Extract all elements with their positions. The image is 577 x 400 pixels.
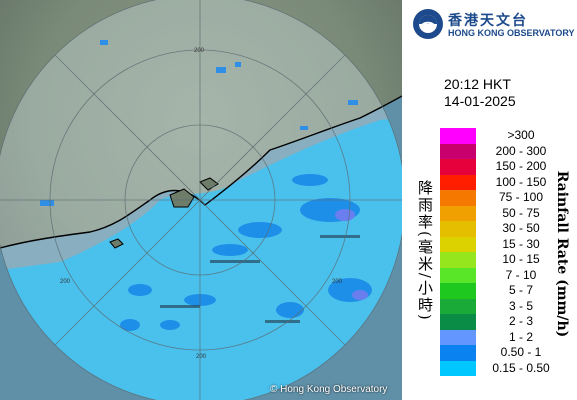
legend-label: 3 - 5 (508, 298, 533, 313)
legend-item: 0.15 - 0.50 (440, 360, 565, 376)
range-labels: 200 200 200 200 (60, 48, 343, 360)
observatory-logo: 香港天文台 HONG KONG OBSERVATORY (412, 8, 575, 42)
rainfall-legend: >300 200 - 300 150 - 200 100 - 150 75 - 100 5… (440, 128, 565, 376)
legend-label: 2 - 3 (508, 314, 533, 328)
legend-panel: 香港天文台 HONG KONG OBSERVATORY 20:12 HKT 14… (402, 0, 577, 400)
legend-item: 2 - 3 (440, 314, 565, 330)
legend-item: 200 - 300 (440, 143, 565, 159)
legend-swatch (440, 267, 476, 283)
legend-item: 15 - 30 (440, 236, 565, 252)
org-name-zh: 香港天文台 (448, 12, 528, 28)
range-rings (0, 0, 402, 400)
legend-item: 0.50 - 1 (440, 345, 565, 361)
range-label-top: 200 (194, 48, 205, 54)
radar-date: 14-01-2025 (444, 93, 516, 109)
legend-item: 3 - 5 (440, 298, 565, 314)
legend-swatch (440, 252, 476, 268)
legend-label: 0.50 - 1 (500, 345, 542, 359)
legend-swatch (440, 190, 476, 206)
org-name-en: HONG KONG OBSERVATORY (448, 28, 575, 38)
legend-swatch (440, 128, 476, 144)
legend-title-zh: 降雨率(毫米/小時) (416, 180, 434, 322)
radar-map: 200 200 200 200 © Hong Kong Observatory (0, 0, 402, 400)
radar-time: 20:12 HKT (444, 76, 511, 92)
legend-item: 7 - 10 (440, 267, 565, 283)
legend-item: >300 (440, 128, 565, 144)
legend-label: 15 - 30 (502, 236, 540, 251)
legend-item: 10 - 15 (440, 252, 565, 268)
legend-swatch (440, 345, 476, 361)
legend-swatch (440, 360, 476, 376)
range-label-left: 200 (60, 279, 71, 285)
legend-swatch (440, 298, 476, 314)
legend-swatch (440, 174, 476, 190)
legend-label: >300 (507, 128, 535, 142)
legend-label: 5 - 7 (508, 283, 533, 297)
legend-label: 1 - 2 (508, 329, 533, 344)
legend-swatch (440, 221, 476, 237)
legend-label: 0.15 - 0.50 (492, 360, 550, 375)
legend-swatch (440, 205, 476, 221)
legend-swatch (440, 143, 476, 159)
legend-label: 100 - 150 (495, 174, 547, 189)
legend-item: 30 - 50 (440, 221, 565, 237)
legend-item: 100 - 150 (440, 174, 565, 190)
legend-item: 75 - 100 (440, 190, 565, 206)
legend-item: 1 - 2 (440, 329, 565, 345)
legend-label: 50 - 75 (502, 205, 540, 220)
legend-swatch (440, 159, 476, 175)
land-rain-echoes (40, 40, 358, 206)
legend-swatch (440, 283, 476, 299)
radar-map-graphics: 200 200 200 200 (0, 0, 402, 400)
observatory-emblem-icon (413, 9, 443, 39)
legend-swatch (440, 329, 476, 345)
legend-swatch (440, 236, 476, 252)
legend-item: 5 - 7 (440, 283, 565, 299)
legend-label: 200 - 300 (495, 143, 547, 158)
range-label-bottom: 200 (196, 354, 207, 360)
range-label-right: 200 (332, 279, 343, 285)
map-copyright: © Hong Kong Observatory (270, 384, 388, 395)
islands (109, 177, 219, 249)
legend-swatch (440, 314, 476, 330)
legend-title-en-wrapper: Rainfall Rate (mm/h) (554, 171, 570, 338)
legend-label: 10 - 15 (502, 252, 540, 266)
legend-label: 75 - 100 (498, 190, 544, 204)
legend-item: 50 - 75 (440, 205, 565, 221)
legend-item: 150 - 200 (440, 159, 565, 175)
legend-title-en: Rainfall Rate (mm/h) (554, 170, 570, 338)
legend-label: 30 - 50 (502, 221, 540, 235)
legend-label: 7 - 10 (505, 267, 537, 282)
legend-label: 150 - 200 (495, 159, 547, 173)
